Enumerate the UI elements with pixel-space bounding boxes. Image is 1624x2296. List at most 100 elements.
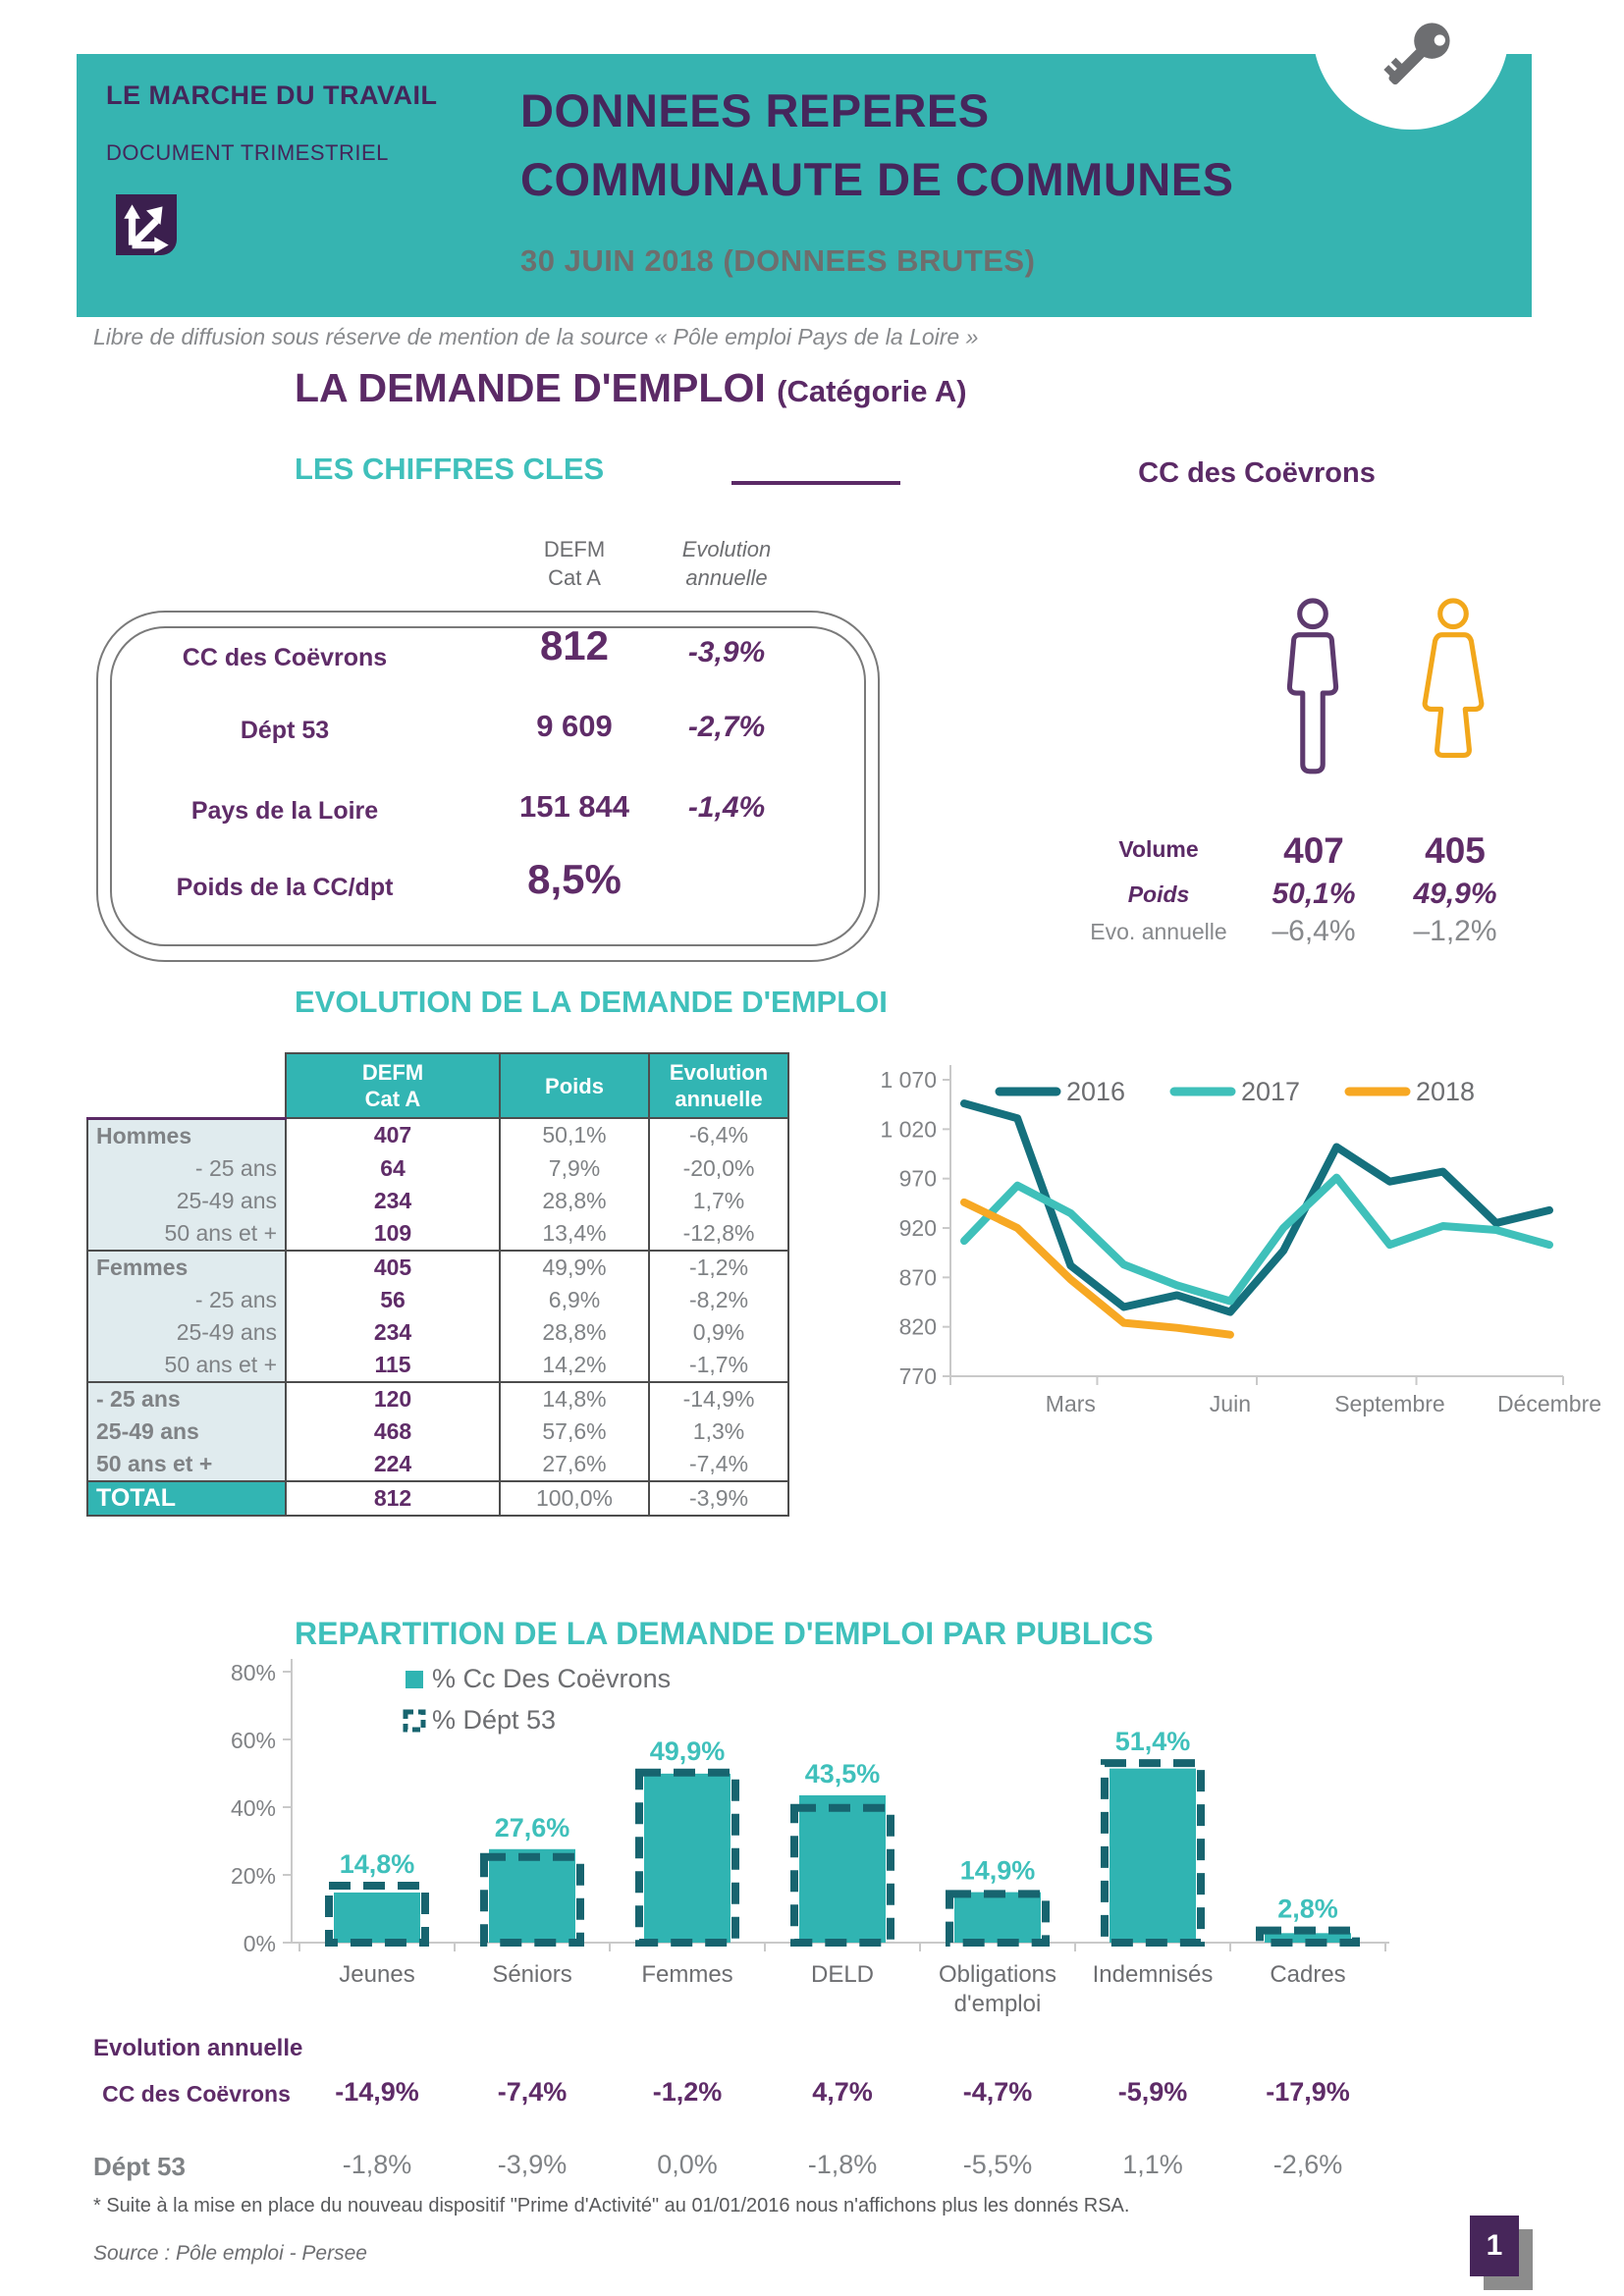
bar-solid (644, 1773, 731, 1943)
footnote: * Suite à la mise en place du nouveau di… (93, 2195, 1130, 2216)
table-row: 50 ans et +115 14,2% -1,7% (86, 1348, 789, 1382)
bar-value-label: 43,5% (805, 1759, 881, 1789)
gender-male-value: 50,1% (1272, 878, 1356, 910)
table-row: 50 ans et +224 27,6% -7,4% (86, 1447, 789, 1481)
evolution-value: 4,7% (812, 2077, 873, 2107)
key-icon (1383, 23, 1450, 85)
legend-label: 2016 (1066, 1077, 1125, 1106)
gender-female-value: –1,2% (1413, 915, 1497, 947)
table-total-row: TOTAL 812 100,0% -3,9% (86, 1479, 789, 1517)
document-title-line1: DONNEES REPERES (520, 84, 990, 136)
evolution-value: 1,1% (1122, 2150, 1183, 2179)
column-header-defm: DEFM Cat A (543, 537, 606, 590)
gender-row-label: Evo. annuelle (1090, 919, 1227, 944)
x-tick-label: Mars (1046, 1391, 1096, 1416)
y-tick-label: 60% (231, 1728, 276, 1753)
bar-value-label: 51,4% (1115, 1727, 1191, 1756)
key-figure-label: Dépt 53 (240, 717, 330, 744)
page-title-text: LA DEMANDE D'EMPLOI (295, 365, 766, 410)
document-title-line2: COMMUNAUTE DE COMMUNES (520, 153, 1234, 205)
key-figure-label: Poids de la CC/dpt (176, 874, 394, 901)
bar-dashed-outline (790, 1803, 894, 1947)
table-row: - 25 ans 64 7,9% -20,0% (86, 1151, 789, 1185)
diffusion-note: Libre de diffusion sous réserve de menti… (93, 324, 979, 349)
evolution-value: -7,4% (497, 2077, 568, 2107)
bar-dashed-outline (480, 1852, 584, 1947)
y-tick-label: 20% (231, 1863, 276, 1889)
gender-male-value: 407 (1283, 830, 1344, 871)
table-header-row: DEFM Cat A Poids Evolution annuelle (87, 1052, 789, 1120)
category-label: Cadres (1270, 1961, 1345, 1988)
page-title: LA DEMANDE D'EMPLOI (Catégorie A) (295, 365, 967, 411)
legend-label: % Cc Des Coëvrons (432, 1664, 671, 1693)
legend-label: 2017 (1241, 1077, 1300, 1106)
bar-solid (954, 1892, 1041, 1943)
line-chart: 770 820 870 920 970 1 020 1 070 Mars Juin Septemb… (880, 1065, 1601, 1416)
key-figures-title: LES CHIFFRES CLES (295, 452, 605, 486)
repartition-title: REPARTITION DE LA DEMANDE D'EMPLOI PAR P… (295, 1616, 1154, 1651)
gender-male-value: –6,4% (1272, 915, 1356, 947)
demand-table: DEFM Cat A Poids Evolution annuelle Hommes… (86, 1052, 789, 1517)
category-label: Obligations (939, 1961, 1056, 1988)
y-tick-label: 1 020 (880, 1116, 937, 1142)
line-series-2017 (960, 1173, 1553, 1306)
bar-solid (1110, 1768, 1196, 1943)
key-figure-label: CC des Coëvrons (182, 644, 388, 671)
category-label: Séniors (492, 1961, 571, 1988)
category-label: Indemnisés (1093, 1961, 1214, 1988)
brand-title: LE MARCHE DU TRAVAIL (106, 80, 438, 110)
bar-solid (334, 1892, 420, 1943)
y-tick-label: 770 (899, 1363, 937, 1389)
bar-dashed-outline (946, 1890, 1050, 1948)
evolution-value: -4,7% (962, 2077, 1033, 2107)
publics-evolution-title: Evolution annuelle (93, 2035, 303, 2061)
bar-dashed-outline (1101, 1759, 1205, 1948)
line-series-2016 (960, 1099, 1553, 1316)
publics-evolution-row-label: Dépt 53 (93, 2152, 186, 2181)
bar-chart: 0% 20% 40% 60% 80% 14,8% Jeunes 27,6% Séniors 49,… (231, 1659, 1389, 2017)
table-row: 25-49 ans 234 28,8% 0,9% (86, 1315, 789, 1349)
brand-subtitle: DOCUMENT TRIMESTRIEL (106, 140, 389, 165)
evolution-value: -17,9% (1266, 2077, 1350, 2107)
table-row: 25-49 ans 234 28,8% 1,7% (86, 1184, 789, 1217)
key-figure-evolution: -3,9% (687, 636, 766, 668)
gender-row-label: Poids (1127, 881, 1190, 907)
legend-swatch-dashed (403, 1709, 426, 1733)
document-title: DONNEES REPERES COMMUNAUTE DE COMMUNES (520, 77, 1233, 214)
y-tick-label: 970 (899, 1166, 937, 1192)
legend-label: % Dépt 53 (432, 1705, 556, 1735)
bar-dashed-outline (325, 1882, 429, 1947)
evolution-section-title: EVOLUTION DE LA DEMANDE D'EMPLOI (295, 985, 888, 1019)
table-row: - 25 ans 120 14,8% -14,9% (86, 1380, 789, 1415)
table-row: 25-49 ans 468 57,6% 1,3% (86, 1415, 789, 1448)
gender-row-label: Volume (1118, 836, 1199, 862)
header-band (77, 54, 1532, 317)
table-row: Femmes 405 49,9% -1,2% (86, 1249, 789, 1284)
key-figure-value: 151 844 (518, 789, 630, 824)
x-tick-label: Septembre (1334, 1391, 1445, 1416)
evolution-value: -1,8% (807, 2150, 878, 2179)
table-header-defm: DEFM Cat A (285, 1052, 501, 1119)
table-row: Hommes 407 50,1% -6,4% (86, 1117, 789, 1152)
evolution-value: -14,9% (335, 2077, 419, 2107)
bar-value-label: 14,8% (340, 1849, 415, 1879)
document-date: 30 JUIN 2018 (DONNEES BRUTES) (520, 243, 1036, 278)
key-figures-box-outer (96, 611, 880, 962)
x-tick-label: Décembre (1497, 1391, 1601, 1416)
y-tick-label: 920 (899, 1215, 937, 1241)
y-tick-label: 1 070 (880, 1067, 937, 1093)
legend-swatch-solid (406, 1671, 423, 1688)
bar-solid (489, 1848, 575, 1943)
bar-dashed-outline (1256, 1926, 1360, 1947)
purple-divider (731, 481, 900, 485)
page-number: 1 (1470, 2216, 1519, 2276)
key-figure-value: 9 609 (536, 709, 613, 743)
bar-value-label: 2,8% (1277, 1895, 1338, 1924)
table-header-poids: Poids (499, 1052, 650, 1119)
key-figure-value: 8,5% (527, 856, 622, 902)
table-row: 50 ans et +109 13,4% -12,8% (86, 1216, 789, 1251)
table-row: - 25 ans 56 6,9% -8,2% (86, 1283, 789, 1316)
source-note: Source : Pôle emploi - Persee (93, 2242, 367, 2265)
x-tick-label: Juin (1210, 1391, 1251, 1416)
evolution-value: -3,9% (497, 2150, 568, 2179)
